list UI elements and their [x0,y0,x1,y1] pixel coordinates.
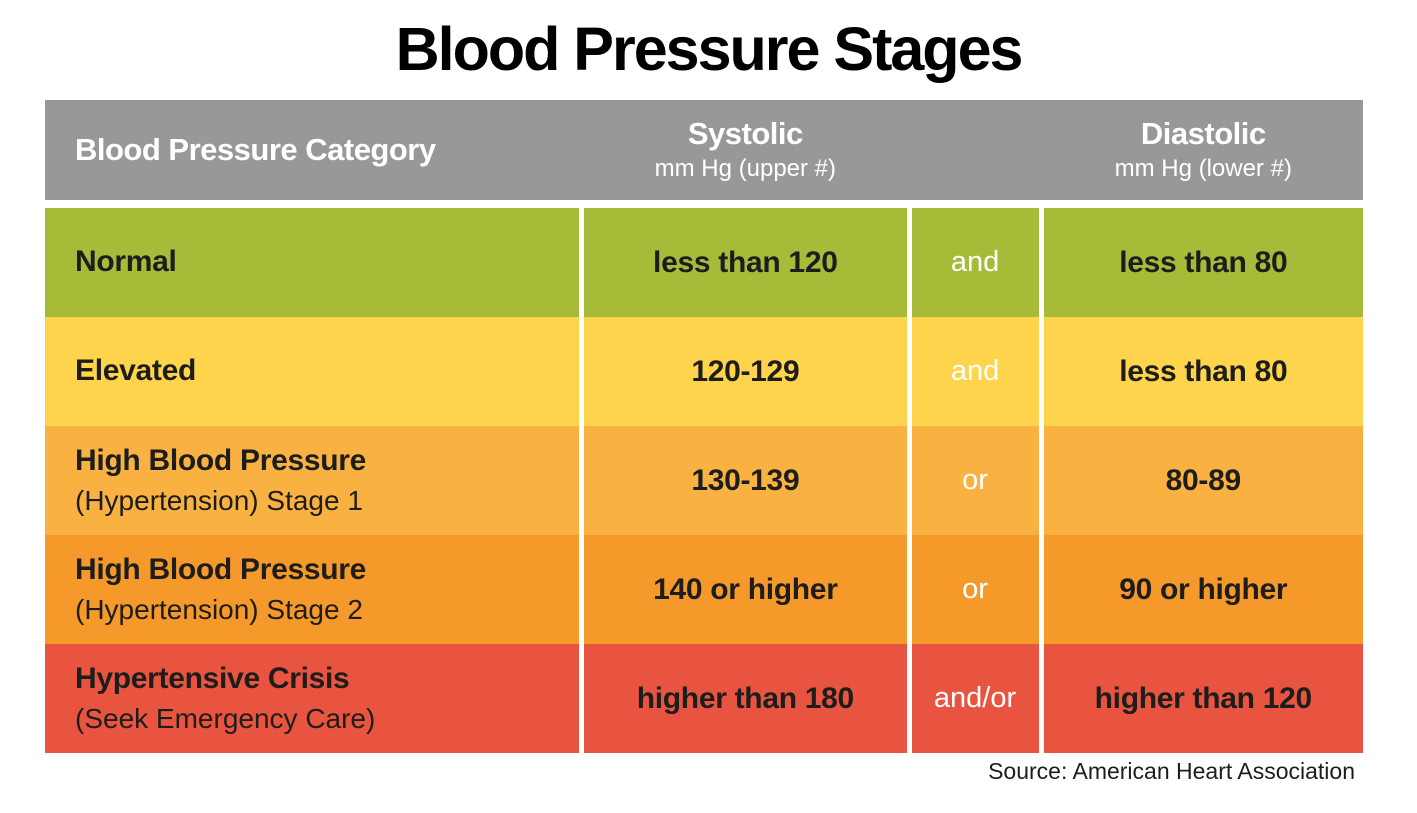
category-sublabel: (Seek Emergency Care) [75,703,376,735]
header-connector-cell [912,100,1044,200]
table-row-normal: Normal less than 120 and less than 80 [45,208,1363,317]
category-cell: Normal [45,208,585,317]
diastolic-value: less than 80 [1119,245,1288,279]
blood-pressure-table: Blood Pressure Category Systolic mm Hg (… [45,100,1363,753]
systolic-value: 140 or higher [653,572,838,606]
table-body: Normal less than 120 and less than 80 El… [45,208,1363,753]
connector-label: and [950,246,1000,278]
header-diastolic-title: Diastolic [1140,116,1266,152]
category-label: Elevated [75,354,196,388]
systolic-cell: less than 120 [584,208,912,317]
header-diastolic-subtitle: mm Hg (lower #) [1114,154,1292,182]
header-systolic-subtitle: mm Hg (upper #) [654,154,837,182]
category-label: High Blood Pressure [75,552,367,586]
category-label: Normal [75,245,177,279]
diastolic-value: 90 or higher [1119,572,1288,606]
systolic-value: 120-129 [691,354,800,388]
category-sublabel: (Hypertension) Stage 2 [75,594,363,626]
category-label: Hypertensive Crisis [75,661,350,695]
connector-cell: or [912,535,1044,644]
diastolic-value: higher than 120 [1094,681,1313,715]
diastolic-cell: 90 or higher [1044,535,1363,644]
diastolic-cell: less than 80 [1044,208,1363,317]
connector-cell: or [912,426,1044,535]
systolic-value: 130-139 [691,463,800,497]
source-attribution: Source: American Heart Association [988,758,1355,784]
header-category-cell: Blood Pressure Category [45,100,584,200]
page-title: Blood Pressure Stages [395,15,1024,83]
table-row-hypertension-stage-2: High Blood Pressure (Hypertension) Stage… [45,535,1363,644]
header-systolic-cell: Systolic mm Hg (upper #) [584,100,911,200]
diastolic-value: 80-89 [1165,463,1242,497]
diastolic-value: less than 80 [1119,354,1288,388]
connector-cell: and/or [912,644,1044,753]
table-row-hypertension-stage-1: High Blood Pressure (Hypertension) Stage… [45,426,1363,535]
header-category-label: Blood Pressure Category [75,132,436,167]
systolic-cell: 130-139 [584,426,912,535]
connector-cell: and [912,317,1044,426]
table-header-row: Blood Pressure Category Systolic mm Hg (… [45,100,1363,200]
category-cell: Hypertensive Crisis (Seek Emergency Care… [45,644,585,753]
connector-label: and/or [933,682,1017,714]
diastolic-cell: higher than 120 [1044,644,1363,753]
header-systolic-title: Systolic [687,116,803,152]
category-cell: Elevated [45,317,585,426]
diastolic-cell: less than 80 [1044,317,1363,426]
diastolic-cell: 80-89 [1044,426,1363,535]
category-cell: High Blood Pressure (Hypertension) Stage… [45,426,585,535]
connector-label: or [962,464,988,496]
connector-label: or [962,573,988,605]
systolic-value: higher than 180 [636,681,855,715]
connector-label: and [950,355,1000,387]
systolic-cell: higher than 180 [584,644,912,753]
table-row-elevated: Elevated 120-129 and less than 80 [45,317,1363,426]
category-cell: High Blood Pressure (Hypertension) Stage… [45,535,585,644]
header-diastolic-cell: Diastolic mm Hg (lower #) [1044,100,1363,200]
category-sublabel: (Hypertension) Stage 1 [75,485,363,517]
category-label: High Blood Pressure [75,443,367,477]
systolic-cell: 120-129 [584,317,912,426]
connector-cell: and [912,208,1044,317]
systolic-cell: 140 or higher [584,535,912,644]
systolic-value: less than 120 [653,245,838,279]
table-row-hypertensive-crisis: Hypertensive Crisis (Seek Emergency Care… [45,644,1363,753]
